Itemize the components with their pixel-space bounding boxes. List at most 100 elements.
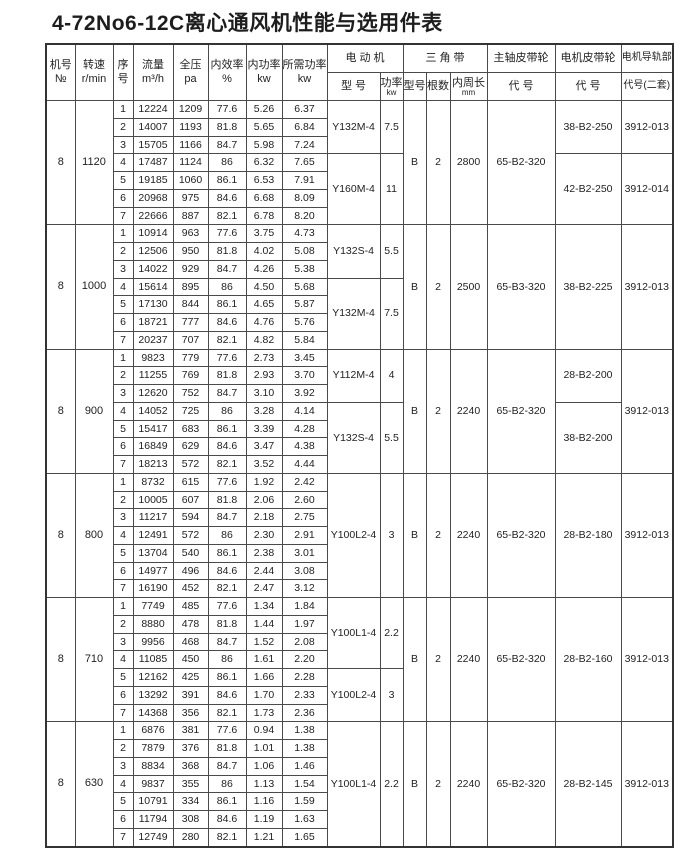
internal-power-cell: 1.73 (245, 703, 283, 723)
efficiency-cell: 81.8 (207, 739, 247, 758)
flow-cell: 11794 (132, 810, 174, 829)
header-shaft-pulley-code: 代 号 (486, 72, 556, 101)
seq-cell: 3 (112, 508, 134, 527)
shaft-pulley-cell: 65-B2-320 (486, 348, 556, 474)
table-row: 4 17487 1124 86 6.32 7.65 Y160M-4 11 42-B2-250 39… (46, 153, 674, 226)
machine-no-cell: 8 (45, 596, 76, 723)
rail-code-cell: 3912-013 (620, 99, 674, 155)
speed-cell: 630 (74, 721, 114, 847)
rail-code-cell: 3912-013 (620, 596, 674, 723)
flow-cell: 15417 (132, 419, 174, 439)
internal-power-cell: 5.26 (245, 100, 283, 119)
internal-power-cell: 1.66 (245, 668, 283, 687)
motor-power-cell: 5.5 (379, 401, 404, 474)
internal-power-cell: 2.47 (245, 579, 283, 598)
pressure-cell: 725 (172, 401, 209, 421)
seq-cell: 1 (112, 348, 134, 368)
belt-model-cell: B (402, 224, 427, 350)
pressure-cell: 425 (172, 668, 209, 687)
internal-power-cell: 2.93 (245, 366, 283, 385)
belt-count-cell: 2 (425, 224, 451, 350)
pressure-cell: 607 (172, 490, 209, 510)
efficiency-cell: 84.7 (207, 135, 247, 155)
table-row: 5 12162 425 86.1 1.66 2.28 Y100L2-4 3 (46, 667, 673, 723)
seq-cell: 3 (112, 756, 134, 776)
efficiency-cell: 86 (207, 277, 247, 297)
pressure-cell: 895 (172, 277, 209, 297)
efficiency-cell: 86.1 (207, 543, 247, 563)
seq-cell: 6 (112, 437, 134, 456)
internal-power-cell: 2.44 (245, 561, 283, 581)
header-belt-model: 型号 (402, 72, 427, 101)
seq-cell: 2 (112, 366, 134, 385)
header-belt-count: 根数 (425, 72, 451, 101)
motor-model-cell: Y100L2-4 (326, 472, 381, 599)
internal-power-cell: 6.53 (245, 171, 283, 190)
motor-pulley-cell: 38-B2-200 (554, 401, 622, 474)
seq-cell: 2 (112, 739, 134, 758)
flow-cell: 20237 (132, 330, 174, 350)
rail-code-cell: 3912-013 (620, 721, 674, 847)
internal-power-cell: 1.34 (245, 597, 283, 616)
efficiency-cell: 77.6 (207, 100, 247, 119)
efficiency-cell: 86.1 (207, 419, 247, 439)
internal-power-cell: 3.10 (245, 384, 283, 403)
header-shaft-pulley-group: 主轴皮带轮 (486, 43, 556, 73)
required-power-cell: 2.33 (281, 685, 328, 705)
internal-power-cell: 4.02 (245, 242, 283, 261)
flow-cell: 10005 (132, 490, 174, 510)
required-power-cell: 2.42 (281, 472, 328, 492)
shaft-pulley-cell: 65-B2-320 (486, 721, 556, 847)
pressure-cell: 963 (172, 224, 209, 243)
flow-cell: 22666 (132, 206, 174, 226)
flow-cell: 9823 (132, 348, 174, 368)
pressure-cell: 779 (172, 348, 209, 368)
machine-no-cell: 8 (45, 348, 76, 474)
belt-model-cell: B (402, 348, 427, 474)
flow-cell: 15614 (132, 277, 174, 297)
seq-cell: 3 (112, 384, 134, 403)
seq-cell: 4 (112, 774, 134, 794)
required-power-cell: 3.08 (281, 561, 328, 581)
pressure-cell: 468 (172, 632, 209, 652)
efficiency-cell: 84.7 (207, 756, 247, 776)
header-speed: 转速 r/min (74, 43, 114, 101)
internal-power-cell: 0.94 (245, 721, 283, 740)
flow-cell: 16849 (132, 437, 174, 456)
efficiency-cell: 86 (207, 153, 247, 172)
pressure-cell: 777 (172, 313, 209, 332)
seq-cell: 6 (112, 561, 134, 581)
table-row: 2 12506 950 81.8 4.02 5.08 (46, 242, 673, 261)
table-row: 5 13704 540 86.1 2.38 3.01 (46, 543, 673, 563)
seq-cell: 7 (112, 827, 134, 848)
flow-cell: 11085 (132, 650, 174, 669)
fan-spec-table: 机号 № 转速 r/min 序 号 流量 m³/h 全压 pa (45, 43, 674, 848)
seq-cell: 4 (112, 401, 134, 421)
internal-power-cell: 1.52 (245, 632, 283, 652)
header-seq: 序 号 (112, 43, 134, 101)
flow-cell: 17487 (132, 153, 174, 172)
internal-power-cell: 3.28 (245, 401, 283, 421)
table-row: 2 10005 607 81.8 2.06 2.60 (46, 490, 673, 510)
efficiency-cell: 84.7 (207, 508, 247, 527)
flow-cell: 16190 (132, 579, 174, 598)
required-power-cell: 4.28 (281, 419, 328, 439)
motor-pulley-cell: 28-B2-145 (554, 721, 622, 847)
required-power-cell: 6.37 (281, 100, 328, 119)
required-power-cell: 2.20 (281, 650, 328, 669)
pressure-cell: 950 (172, 242, 209, 261)
pressure-cell: 280 (172, 827, 209, 848)
efficiency-cell: 81.8 (207, 242, 247, 261)
rail-code-cell: 3912-013 (620, 348, 674, 474)
required-power-cell: 7.24 (281, 135, 328, 155)
seq-cell: 4 (112, 277, 134, 297)
required-power-cell: 2.91 (281, 526, 328, 545)
required-power-cell: 5.84 (281, 330, 328, 350)
flow-cell: 14368 (132, 703, 174, 723)
header-machine-no: 机号 № (45, 43, 76, 101)
motor-pulley-cell: 28-B2-200 (554, 348, 622, 403)
efficiency-cell: 86.1 (207, 295, 247, 314)
pressure-cell: 887 (172, 206, 209, 226)
required-power-cell: 4.44 (281, 455, 328, 474)
required-power-cell: 4.38 (281, 437, 328, 456)
